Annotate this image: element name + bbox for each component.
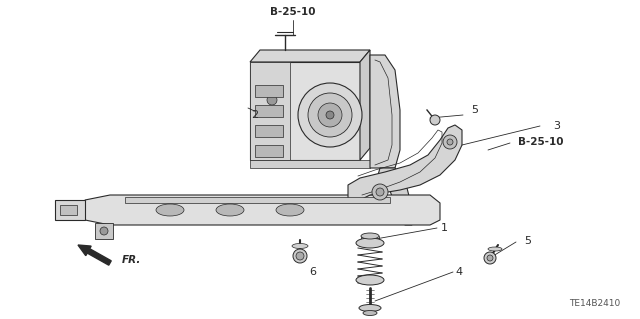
Ellipse shape — [359, 305, 381, 311]
Text: 1: 1 — [441, 223, 448, 233]
Ellipse shape — [276, 204, 304, 216]
Circle shape — [372, 184, 388, 200]
Polygon shape — [85, 195, 440, 225]
Circle shape — [308, 93, 352, 137]
Circle shape — [376, 188, 384, 196]
FancyBboxPatch shape — [95, 223, 113, 239]
Polygon shape — [360, 50, 370, 160]
Circle shape — [447, 139, 453, 145]
Circle shape — [298, 83, 362, 147]
FancyBboxPatch shape — [255, 125, 283, 137]
Ellipse shape — [361, 233, 379, 239]
FancyArrow shape — [78, 245, 111, 265]
Circle shape — [267, 95, 277, 105]
Text: 6: 6 — [310, 267, 317, 277]
Text: 5: 5 — [524, 236, 531, 246]
Text: TE14B2410: TE14B2410 — [569, 299, 620, 308]
FancyBboxPatch shape — [255, 145, 283, 157]
Polygon shape — [55, 200, 85, 220]
Polygon shape — [60, 205, 77, 215]
FancyBboxPatch shape — [255, 85, 283, 97]
Polygon shape — [250, 160, 370, 168]
Circle shape — [296, 252, 304, 260]
Circle shape — [487, 255, 493, 261]
Ellipse shape — [356, 238, 384, 248]
Text: B-25-10: B-25-10 — [270, 7, 316, 17]
Polygon shape — [370, 55, 400, 168]
Polygon shape — [348, 125, 462, 200]
Circle shape — [293, 249, 307, 263]
Polygon shape — [125, 197, 390, 203]
Ellipse shape — [216, 204, 244, 216]
Polygon shape — [250, 62, 360, 160]
Polygon shape — [378, 168, 412, 225]
Circle shape — [484, 252, 496, 264]
Text: 2: 2 — [251, 110, 258, 120]
Circle shape — [443, 135, 457, 149]
FancyBboxPatch shape — [255, 105, 283, 117]
Polygon shape — [250, 62, 290, 160]
Ellipse shape — [292, 243, 308, 249]
Text: 4: 4 — [456, 267, 463, 277]
Polygon shape — [250, 50, 370, 62]
Circle shape — [100, 227, 108, 235]
Circle shape — [430, 115, 440, 125]
Ellipse shape — [156, 204, 184, 216]
Text: FR.: FR. — [122, 255, 141, 265]
Ellipse shape — [356, 275, 384, 285]
Text: B-25-10: B-25-10 — [518, 137, 563, 147]
Text: 5: 5 — [471, 105, 478, 115]
Circle shape — [318, 103, 342, 127]
Ellipse shape — [363, 310, 377, 315]
Ellipse shape — [488, 247, 502, 251]
Text: 3: 3 — [553, 121, 560, 131]
Circle shape — [326, 111, 334, 119]
